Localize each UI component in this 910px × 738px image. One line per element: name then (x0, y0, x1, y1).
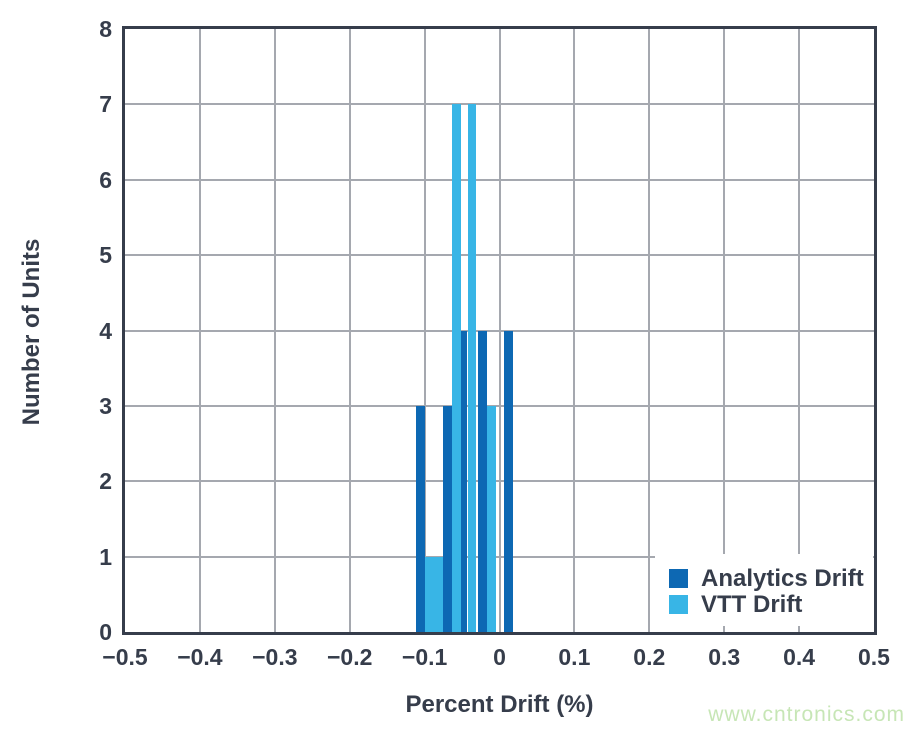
y-tick-label: 4 (99, 317, 112, 344)
y-tick-label: 7 (99, 91, 112, 118)
y-tick-label: 6 (99, 166, 112, 193)
watermark: www.cntronics.com (708, 703, 905, 726)
x-tick-label: 0.5 (858, 644, 890, 670)
y-tick-label: 2 (99, 468, 112, 495)
legend-swatch-icon (669, 595, 688, 614)
legend-item-analytics-drift: Analytics Drift (669, 566, 873, 591)
gridline-horizontal (125, 555, 874, 558)
histogram-bar (486, 405, 496, 632)
histogram-bar (416, 405, 425, 632)
gridline-horizontal (125, 404, 874, 407)
x-tick-label: 0.4 (783, 644, 816, 670)
y-tick-label: 5 (99, 242, 112, 269)
y-tick-label: 8 (99, 16, 112, 42)
x-tick-label: 0.3 (708, 644, 741, 670)
legend: Analytics Drift VTT Drift (655, 554, 873, 626)
histogram-bar (461, 330, 468, 632)
histogram-bar (477, 330, 487, 632)
gridline-horizontal (125, 254, 874, 257)
gridline-horizontal (125, 480, 874, 483)
y-tick-label: 0 (99, 619, 112, 645)
legend-label: VTT Drift (701, 591, 803, 618)
histogram-bar (442, 405, 452, 632)
histogram-bar (452, 104, 462, 632)
x-tick-label: 0 (493, 644, 506, 670)
gridline-horizontal (125, 103, 874, 106)
gridline-horizontal (125, 329, 874, 332)
x-tick-label: 0.2 (633, 644, 666, 670)
histogram-bar (468, 104, 477, 632)
histogram-bar (424, 556, 434, 632)
x-tick-label: −0.2 (326, 644, 373, 670)
x-tick-label: −0.1 (401, 644, 448, 670)
legend-item-vtt-drift: VTT Drift (669, 592, 873, 617)
y-tick-label: 1 (99, 543, 112, 570)
gridline-horizontal (125, 178, 874, 181)
x-axis-title: Percent Drift (%) (405, 691, 594, 718)
y-tick-label: 3 (99, 392, 112, 419)
histogram-bar (503, 330, 513, 632)
x-tick-label: 0.1 (558, 644, 591, 670)
histogram-bar (433, 556, 443, 632)
x-tick-label: −0.3 (252, 644, 298, 670)
legend-label: Analytics Drift (701, 565, 864, 592)
x-tick-label: −0.5 (102, 644, 148, 670)
legend-swatch-icon (669, 569, 688, 588)
plot-area: Analytics Drift VTT Drift (122, 26, 877, 635)
x-tick-label: −0.4 (177, 644, 223, 670)
